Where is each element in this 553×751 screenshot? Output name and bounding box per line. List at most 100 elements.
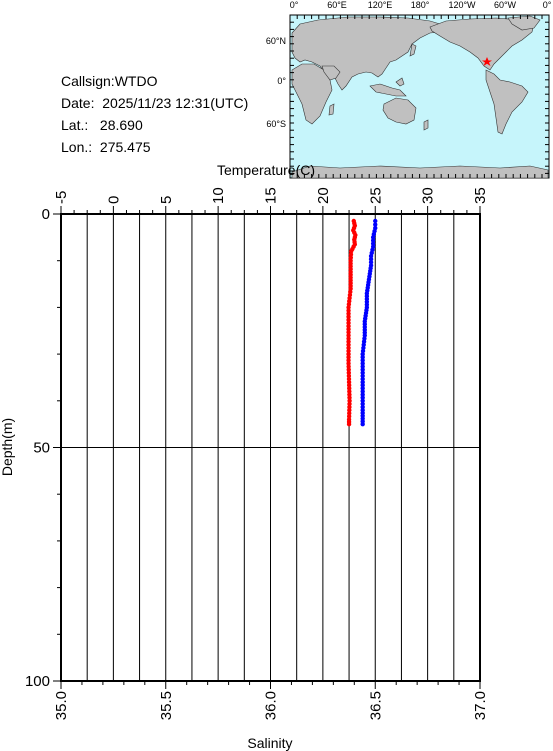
map-lon-label-60e: 60°E — [327, 0, 347, 10]
temperature-point — [347, 404, 352, 410]
salinity-point — [360, 404, 365, 410]
bottom-tick-label: 35.0 — [53, 691, 70, 720]
temperature-point — [346, 323, 351, 329]
station-marker — [482, 57, 492, 66]
map-lon-label-60w: 60°W — [494, 0, 517, 10]
map-land — [291, 15, 549, 179]
salinity-point — [360, 386, 365, 391]
world-map: 0° 60°E 120°E 180° 120°W 60°W 0° 60°N 0°… — [266, 0, 552, 179]
temperature-point — [346, 351, 351, 357]
salinity-point — [360, 358, 365, 363]
bottom-axis-title: Salinity — [247, 735, 292, 751]
date-label: Date: — [61, 95, 95, 111]
callsign-line: Callsign:WTDO — [61, 73, 157, 89]
map-lat-label-0: 0° — [277, 76, 286, 86]
temperature-point — [347, 395, 352, 400]
temperature-point — [347, 398, 352, 403]
lat-value: 28.690 — [99, 117, 143, 133]
temperature-point — [346, 373, 352, 379]
temperature-point — [346, 367, 351, 372]
salinity-point — [360, 421, 365, 427]
top-tick-label: -5 — [53, 191, 70, 204]
salinity-point — [360, 361, 365, 366]
salinity-point — [360, 370, 365, 375]
temperature-point — [346, 339, 351, 344]
land-shape-5 — [395, 77, 405, 87]
temperature-point — [346, 358, 351, 363]
temperature-point — [346, 379, 352, 385]
lat-label: Lat.: — [61, 117, 89, 133]
temperature-point — [348, 255, 354, 260]
temperature-point — [346, 383, 352, 388]
map-lon-label-180: 180° — [411, 0, 430, 10]
temperature-point — [346, 355, 351, 360]
land-shape-6 — [382, 97, 417, 125]
temperature-point — [347, 401, 352, 407]
temperature-point — [346, 308, 351, 313]
salinity-point — [373, 218, 378, 224]
salinity-point — [370, 235, 376, 240]
salinity-point — [370, 238, 376, 243]
top-tick-label: 30 — [420, 187, 437, 204]
depth-tick-label: 0 — [42, 206, 50, 223]
salinity-point — [373, 222, 378, 227]
date-value: 2025/11/23 12:31(UTC) — [102, 95, 249, 111]
salinity-point — [360, 389, 365, 394]
land-shape-8 — [409, 43, 417, 57]
land-shape-10 — [507, 15, 541, 31]
salinity-point — [368, 260, 374, 265]
temperature-point — [347, 407, 352, 413]
depth-tick-label: 100 — [25, 673, 50, 690]
temperature-point — [348, 249, 354, 254]
land-shape-1 — [291, 63, 333, 125]
temperature-point — [346, 311, 351, 316]
lon-label: Lon.: — [61, 139, 93, 155]
bottom-tick-label: 37.0 — [472, 691, 489, 720]
map-lat-label-60s: 60°S — [266, 119, 286, 129]
profile-chart: -5 0 5 10 15 20 25 30 35 Temperature(C) 35.0 35.5… — [0, 162, 489, 751]
salinity-point — [370, 241, 376, 246]
salinity-point — [360, 355, 365, 360]
temperature-point — [346, 364, 351, 369]
temperature-point — [348, 252, 354, 257]
temperature-point — [346, 421, 352, 427]
temperature-point — [346, 414, 352, 419]
top-tick-label: 15 — [263, 187, 280, 204]
temperature-point — [346, 314, 351, 319]
temperature-point — [347, 392, 352, 397]
temperature-point — [346, 330, 351, 335]
top-tick-label: 0 — [105, 196, 122, 204]
temperature-point — [346, 305, 351, 310]
map-lon-label-0: 0° — [290, 0, 299, 10]
salinity-point — [360, 395, 365, 400]
salinity-point — [360, 351, 365, 357]
land-shape-11 — [485, 69, 529, 135]
temperature-point — [347, 389, 352, 394]
land-shape-9 — [429, 17, 535, 71]
salinity-series — [360, 218, 378, 427]
map-lon-label-0-east: 0° — [543, 0, 552, 10]
temperature-point — [346, 342, 351, 347]
date-line: Date: 2025/11/23 12:31(UTC) — [61, 95, 248, 111]
temperature-point — [346, 317, 351, 323]
temperature-point — [346, 336, 351, 341]
temperature-point — [346, 370, 352, 375]
salinity-point — [368, 256, 374, 262]
map-lon-label-120w: 120°W — [448, 0, 476, 10]
lat-line: Lat.: 28.690 — [61, 117, 143, 133]
top-axis-title: Temperature(C) — [217, 162, 315, 178]
lon-line: Lon.: 275.475 — [61, 139, 151, 155]
land-shape-4 — [369, 83, 407, 97]
land-shape-7 — [423, 119, 429, 131]
temperature-point — [346, 326, 351, 332]
temperature-series — [346, 218, 358, 427]
salinity-point — [360, 401, 365, 407]
map-lat-label-60n: 60°N — [266, 36, 286, 46]
map-lon-label-120e: 120°E — [368, 0, 393, 10]
top-tick-label: 35 — [472, 187, 489, 204]
temperature-point — [346, 345, 351, 351]
depth-tick-label: 50 — [33, 440, 50, 457]
top-tick-label: 10 — [210, 187, 227, 204]
salinity-point — [360, 364, 365, 369]
